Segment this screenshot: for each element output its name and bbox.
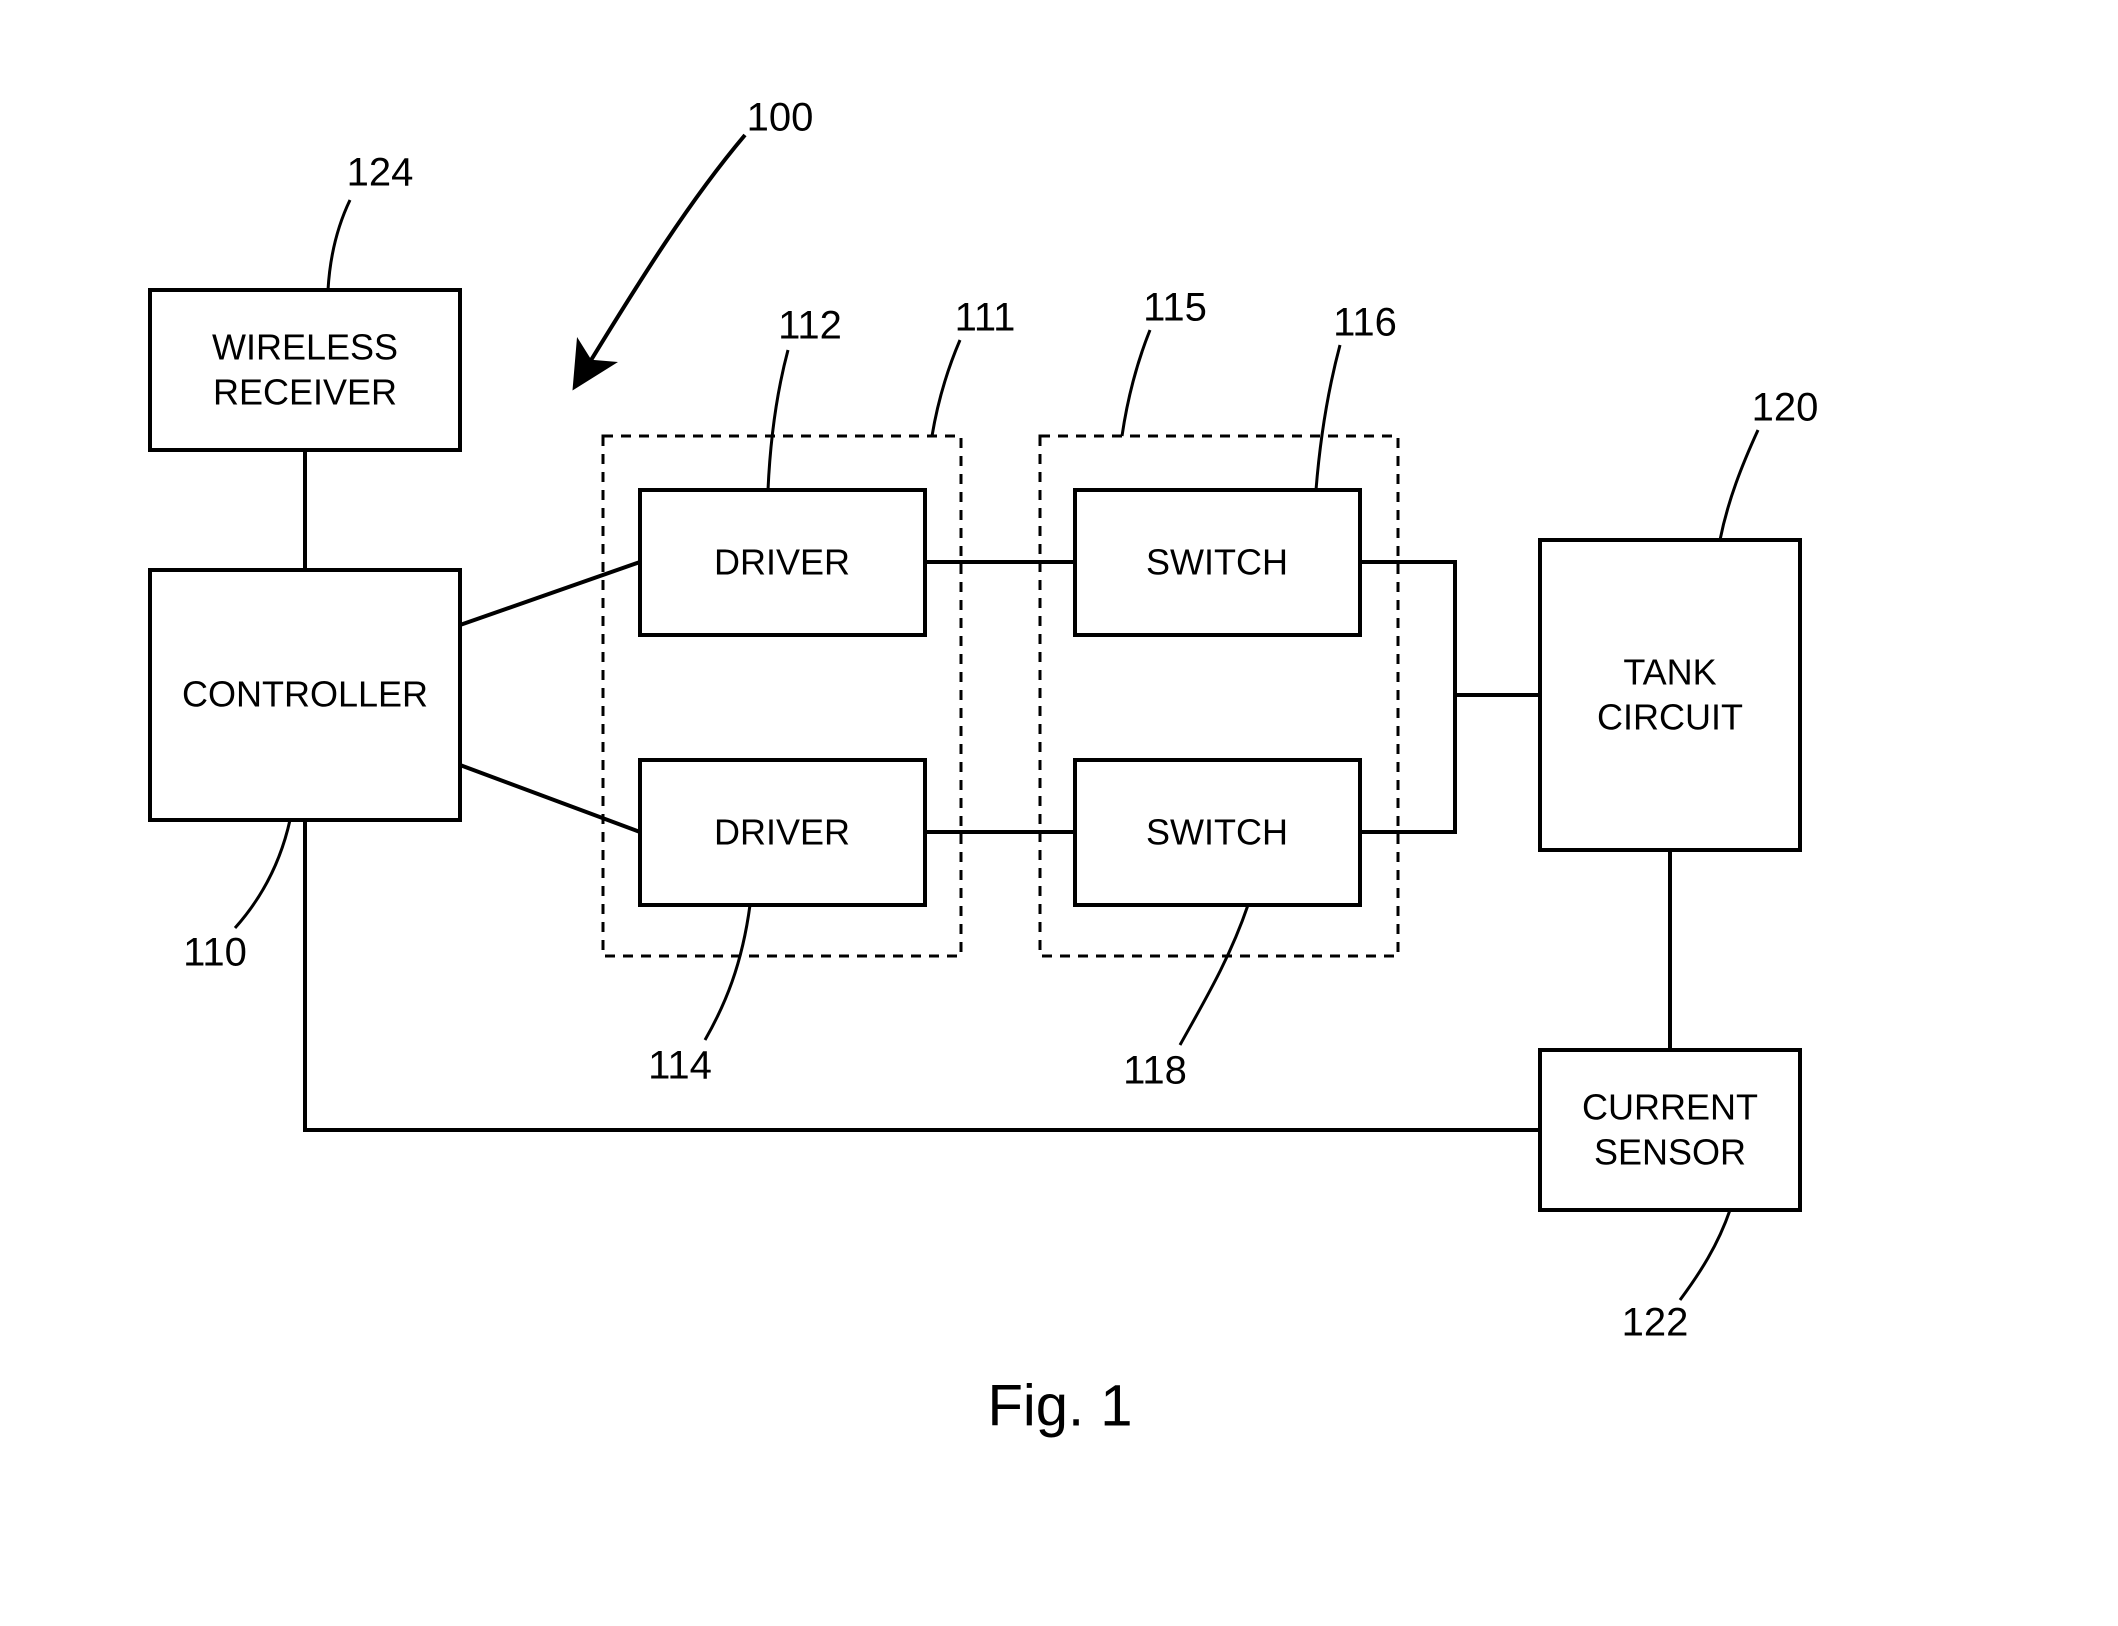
wireless-receiver-label-1: WIRELESS bbox=[212, 327, 398, 368]
tank-label-2: CIRCUIT bbox=[1597, 697, 1743, 738]
tank-label-1: TANK bbox=[1623, 652, 1716, 693]
ref-120: 120 bbox=[1752, 386, 1819, 430]
ref-111: 111 bbox=[955, 296, 1016, 340]
ref-112: 112 bbox=[778, 304, 842, 348]
ref-116: 116 bbox=[1333, 301, 1397, 345]
current-sensor-label-2: SENSOR bbox=[1594, 1132, 1746, 1173]
lead-112 bbox=[768, 350, 788, 490]
wire-switches-tank bbox=[1360, 562, 1540, 832]
driver-bot-label: DRIVER bbox=[714, 812, 850, 853]
wireless-receiver-label-2: RECEIVER bbox=[213, 372, 397, 413]
ref-110: 110 bbox=[183, 931, 247, 975]
ref-114: 114 bbox=[648, 1044, 712, 1088]
lead-110 bbox=[235, 820, 290, 928]
ref-124: 124 bbox=[347, 151, 414, 195]
wire-controller-driver-bot bbox=[460, 765, 640, 832]
lead-118 bbox=[1180, 905, 1248, 1045]
lead-114 bbox=[705, 905, 750, 1040]
lead-122 bbox=[1680, 1210, 1730, 1300]
tank-circuit-box bbox=[1540, 540, 1800, 850]
ref-122: 122 bbox=[1622, 1301, 1689, 1345]
lead-120 bbox=[1720, 430, 1758, 540]
lead-124 bbox=[328, 200, 350, 290]
ref-100: 100 bbox=[747, 96, 814, 140]
lead-116 bbox=[1316, 345, 1340, 490]
lead-111 bbox=[932, 340, 960, 436]
lead-100 bbox=[585, 135, 745, 370]
ref-118: 118 bbox=[1123, 1049, 1187, 1093]
current-sensor-label-1: CURRENT bbox=[1582, 1087, 1758, 1128]
wire-controller-driver-top bbox=[460, 562, 640, 625]
switch-bot-label: SWITCH bbox=[1146, 812, 1288, 853]
switch-top-label: SWITCH bbox=[1146, 542, 1288, 583]
ref-115: 115 bbox=[1143, 286, 1207, 330]
wireless-receiver-box bbox=[150, 290, 460, 450]
driver-top-label: DRIVER bbox=[714, 542, 850, 583]
figure-caption: Fig. 1 bbox=[987, 1373, 1132, 1438]
current-sensor-box bbox=[1540, 1050, 1800, 1210]
controller-label: CONTROLLER bbox=[182, 674, 428, 715]
lead-115 bbox=[1122, 330, 1150, 436]
